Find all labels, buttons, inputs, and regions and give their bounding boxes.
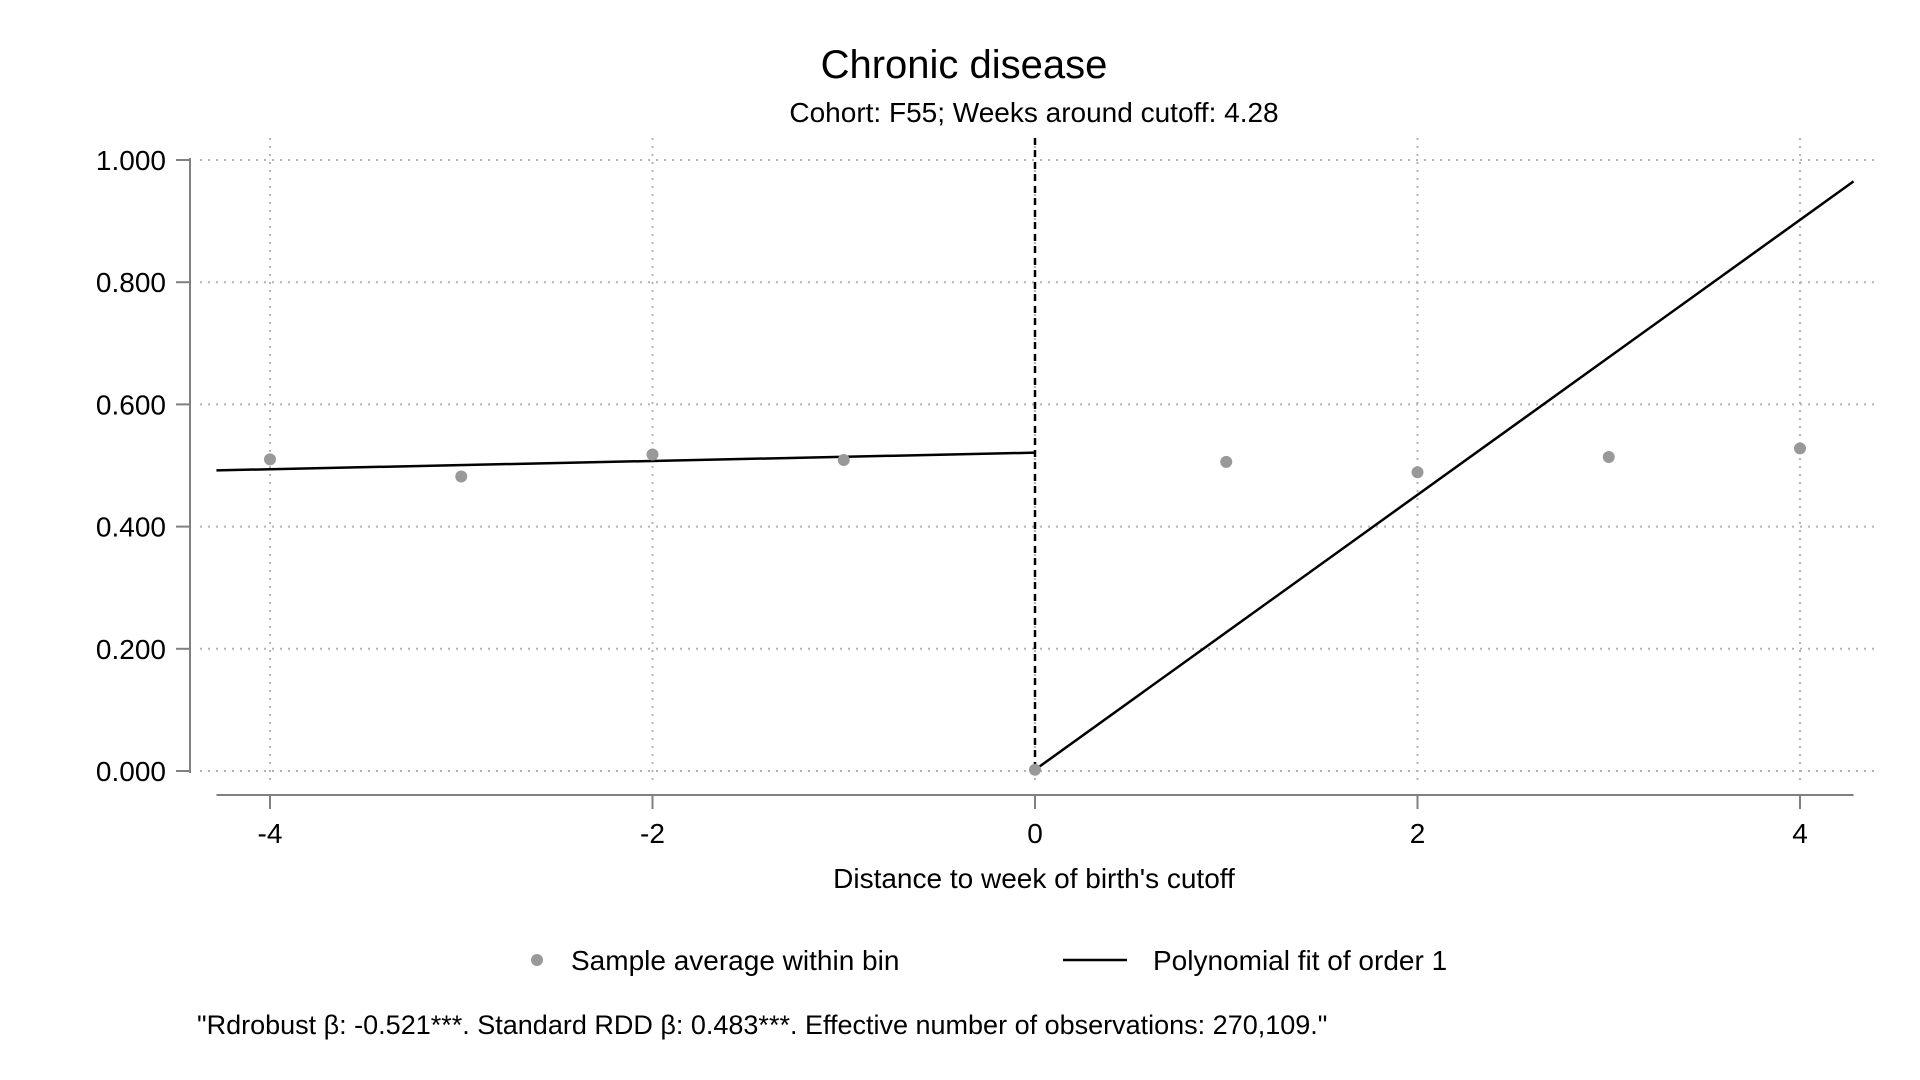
chart-title: Chronic disease: [821, 43, 1108, 87]
y-tick-label: 1.000: [96, 145, 166, 176]
fit-line-segment: [216, 451, 1036, 472]
data-point: [264, 453, 276, 466]
x-axis-ticks: -4 -2 0 2 4: [258, 795, 1808, 849]
data-point: [1602, 450, 1615, 463]
data-point: [1029, 763, 1041, 776]
x-tick-label: 0: [1027, 818, 1043, 849]
chart-note: "Rdrobust β: -0.521***. Standard RDD β: …: [197, 1010, 1327, 1040]
x-tick-label: 2: [1410, 818, 1426, 849]
y-tick-label: 0.200: [96, 634, 166, 665]
data-point: [837, 454, 850, 467]
fit-lines: [216, 180, 1855, 771]
x-tick-label: -4: [258, 818, 283, 849]
legend-label-points: Sample average within bin: [571, 945, 899, 976]
legend: Sample average within bin Polynomial fit…: [531, 945, 1447, 976]
scatter-points: [264, 442, 1806, 776]
x-tick-label: 4: [1792, 818, 1808, 849]
x-tick-label: -2: [640, 818, 665, 849]
legend-label-line: Polynomial fit of order 1: [1153, 945, 1447, 976]
x-axis-title: Distance to week of birth's cutoff: [833, 863, 1235, 894]
y-tick-label: 0.400: [96, 512, 166, 543]
data-point: [1220, 455, 1233, 468]
data-point: [1794, 442, 1806, 455]
y-tick-label: 0.800: [96, 267, 166, 298]
legend-point-marker: [531, 954, 543, 966]
y-tick-label: 0.600: [96, 389, 166, 420]
data-point: [646, 448, 659, 461]
data-point: [1411, 466, 1424, 479]
fit-line-segment: [1034, 180, 1855, 771]
chart-subtitle: Cohort: F55; Weeks around cutoff: 4.28: [789, 97, 1278, 128]
data-point: [455, 470, 468, 483]
y-axis-ticks: 0.000 0.200 0.400 0.600 0.800 1.000: [96, 145, 190, 787]
y-tick-label: 0.000: [96, 756, 166, 787]
